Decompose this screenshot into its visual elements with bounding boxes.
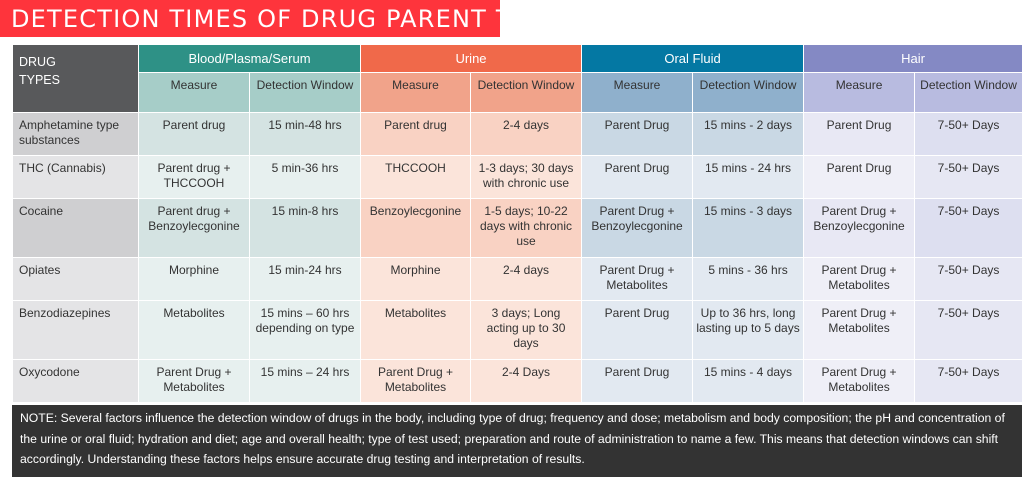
table-row: Amphetamine type substances Parent drug 15… <box>12 112 1024 156</box>
detection-window-cell: 7-50+ Days <box>914 257 1024 301</box>
drug-type-cell: THC (Cannabis) <box>12 155 139 199</box>
subheader-window: Detection Window <box>249 72 361 113</box>
subheader-window: Detection Window <box>692 72 805 113</box>
measure-cell: Parent drug + THCCOOH <box>138 155 250 199</box>
detection-window-cell: 15 min-48 hrs <box>249 112 361 156</box>
measure-cell: Parent Drug <box>581 300 694 360</box>
measure-cell: Morphine <box>360 257 471 301</box>
measure-cell: Parent Drug + Metabolites <box>360 359 471 403</box>
drug-type-cell: Oxycodone <box>12 359 139 403</box>
measure-cell: Parent Drug <box>803 155 916 199</box>
measure-cell: Parent Drug + Benzoylecgonine <box>581 198 694 258</box>
subheader-window: Detection Window <box>914 72 1024 113</box>
detection-window-cell: 7-50+ Days <box>914 300 1024 360</box>
detection-window-cell: 3 days; Long acting up to 30 days <box>469 300 583 360</box>
detection-window-cell: 2-4 Days <box>469 359 583 403</box>
measure-cell: THCCOOH <box>360 155 471 199</box>
drug-type-cell: Opiates <box>12 257 139 301</box>
detection-window-cell: 7-50+ Days <box>914 112 1024 156</box>
detection-window-cell: Up to 36 hrs, long lasting up to 5 days <box>692 300 805 360</box>
subheader-measure: Measure <box>138 72 250 113</box>
measure-cell: Metabolites <box>138 300 250 360</box>
measure-cell: Parent drug <box>138 112 250 156</box>
detection-window-cell: 5 min-36 hrs <box>249 155 361 199</box>
table-row: Cocaine Parent drug + Benzoylecgonine 15 m… <box>12 198 1024 258</box>
detection-window-cell: 7-50+ Days <box>914 359 1024 403</box>
detection-window-cell: 15 min-8 hrs <box>249 198 361 258</box>
group-header-hair: Hair <box>803 44 1024 73</box>
table-row: Opiates Morphine 15 min-24 hrs Morphine 2-4 … <box>12 257 1024 301</box>
content-area: DRUG TYPES Blood/Plasma/Serum Urine Oral… <box>12 0 1024 477</box>
detection-window-cell: 15 min-24 hrs <box>249 257 361 301</box>
table-row: Benzodiazepines Metabolites 15 mins – 60 h… <box>12 300 1024 360</box>
measure-cell: Parent drug + Benzoylecgonine <box>138 198 250 258</box>
group-header-blood: Blood/Plasma/Serum <box>138 44 361 73</box>
detection-window-cell: 2-4 days <box>469 257 583 301</box>
table-body: Amphetamine type substances Parent drug 15… <box>12 112 1024 403</box>
measure-cell: Parent drug <box>360 112 471 156</box>
measure-cell: Parent Drug + Metabolites <box>581 257 694 301</box>
subheader-measure: Measure <box>581 72 694 113</box>
detection-window-cell: 15 mins - 2 days <box>692 112 805 156</box>
detection-times-table: DRUG TYPES Blood/Plasma/Serum Urine Oral… <box>12 44 1024 403</box>
detection-window-cell: 1-5 days; 10-22 days with chronic use <box>469 198 583 258</box>
measure-cell: Parent Drug + Metabolites <box>803 300 916 360</box>
detection-window-cell: 7-50+ Days <box>914 198 1024 258</box>
detection-window-cell: 15 mins - 4 days <box>692 359 805 403</box>
measure-cell: Parent Drug + Metabolites <box>803 257 916 301</box>
group-header-urine: Urine <box>359 44 583 73</box>
subheader-window: Detection Window <box>469 72 583 113</box>
table-row: Oxycodone Parent Drug + Metabolites 15 min… <box>12 359 1024 403</box>
measure-cell: Parent Drug <box>581 112 694 156</box>
measure-cell: Metabolites <box>360 300 471 360</box>
detection-window-cell: 15 mins - 24 hrs <box>692 155 805 199</box>
measure-cell: Parent Drug <box>803 112 916 156</box>
title-banner: DETECTION TIMES OF DRUG PARENT TYPES <box>0 0 575 37</box>
subheader-measure: Measure <box>803 72 916 113</box>
page-title: DETECTION TIMES OF DRUG PARENT TYPES <box>11 5 577 33</box>
measure-cell: Parent Drug + Metabolites <box>138 359 250 403</box>
measure-cell: Parent Drug <box>581 155 694 199</box>
drug-type-cell: Cocaine <box>12 198 139 258</box>
note-box: NOTE: Several factors influence the dete… <box>12 405 1022 477</box>
detection-window-cell: 15 mins – 60 hrs depending on type <box>249 300 361 360</box>
group-header-oral-fluid: Oral Fluid <box>581 44 805 73</box>
drug-type-cell: Benzodiazepines <box>12 300 139 360</box>
measure-cell: Parent Drug + Metabolites <box>803 359 916 403</box>
drug-types-header: DRUG TYPES <box>12 44 139 113</box>
detection-window-cell: 1-3 days; 30 days with chronic use <box>469 155 583 199</box>
measure-cell: Parent Drug + Benzoylecgonine <box>803 198 916 258</box>
detection-window-cell: 15 mins - 3 days <box>692 198 805 258</box>
detection-window-cell: 7-50+ Days <box>914 155 1024 199</box>
table-row: THC (Cannabis) Parent drug + THCCOOH 5 min… <box>12 155 1024 199</box>
measure-cell: Benzoylecgonine <box>360 198 471 258</box>
detection-window-cell: 2-4 days <box>469 112 583 156</box>
detection-window-cell: 15 mins – 24 hrs <box>249 359 361 403</box>
measure-cell: Morphine <box>138 257 250 301</box>
drug-type-cell: Amphetamine type substances <box>12 112 139 156</box>
detection-window-cell: 5 mins - 36 hrs <box>692 257 805 301</box>
subheader-measure: Measure <box>360 72 471 113</box>
measure-cell: Parent Drug <box>581 359 694 403</box>
